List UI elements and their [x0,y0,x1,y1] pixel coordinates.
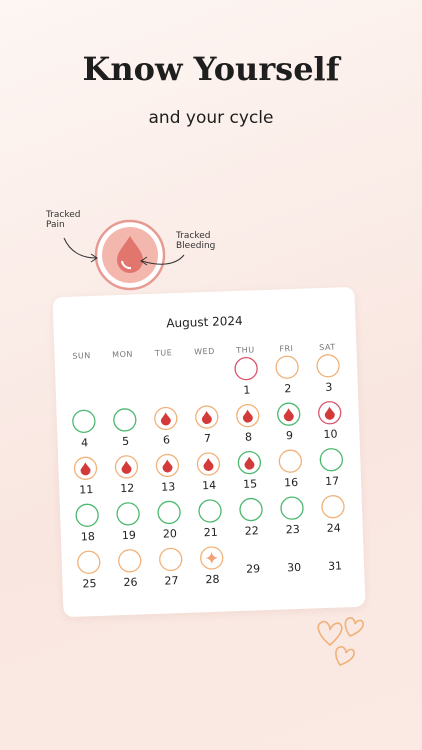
day-ring [196,452,221,476]
bleeding-drop [121,460,132,474]
bleeding-drop [201,411,212,425]
arrowhead [90,253,98,263]
drop-shine [121,260,132,270]
day-ring [114,455,139,479]
weekday: THU [235,345,255,355]
day-number: 31 [328,559,342,572]
day-number: 11 [79,483,93,496]
day-ring [275,355,299,379]
day-ring [239,497,263,522]
day-ring [159,547,183,572]
day-number: 8 [245,430,252,443]
day-ring [116,502,140,526]
day-ring [157,500,181,525]
day-ring [195,405,219,429]
day-number: 16 [284,476,298,489]
day-number: 25 [82,577,96,590]
day-number: 9 [286,429,293,442]
day-ring [73,456,98,480]
legend-pain: Tracked Pain [46,210,81,230]
day-number: 20 [163,527,177,540]
day-ring [319,448,343,472]
day-number: 29 [246,562,260,575]
day-number: 23 [286,523,300,536]
day-number: 17 [325,474,339,487]
day-number: 1 [243,384,250,397]
arrow [141,254,185,265]
bleeding-drop [242,409,253,423]
day-number: 3 [325,381,332,394]
weekday: TUE [154,348,173,358]
pain-spark [205,551,218,564]
day-number: 24 [327,521,341,534]
day-ring [198,499,222,523]
weekday: SUN [72,351,91,361]
day-ring [278,449,303,473]
weekday: FRI [279,344,293,353]
day-number: 2 [284,382,291,395]
weekday: MON [112,350,133,360]
day-ring [77,550,101,574]
bleeding-drop [162,459,173,473]
subtitle: and your cycle [148,108,274,128]
day-number: 13 [161,480,175,493]
day-ring [118,549,142,573]
day-ring [321,495,345,519]
bleeding-drop [203,458,214,471]
day-ring [316,354,340,378]
day-number: 27 [164,574,178,587]
hearts [317,617,364,666]
day-number: 6 [163,433,170,446]
day-ring [318,401,342,425]
day-number: 26 [123,576,137,589]
calendar-card: August 2024 SUN MON TUE WED THU FRI SAT 1 2 3 4 5 6 7… [52,286,366,618]
day-ring [154,406,178,431]
day-ring [113,408,137,432]
day-number: 7 [204,432,211,445]
bleeding-drop [324,406,335,420]
bleeding-drop [80,462,91,476]
day-number: 15 [243,477,257,490]
day-number: 14 [202,479,216,492]
arrowhead [140,256,148,266]
day-ring [277,402,301,426]
month-label: August 2024 [166,314,243,331]
day-number: 12 [120,482,134,495]
day-number: 22 [245,524,259,537]
day-ring [200,546,224,570]
day-ring [280,496,304,520]
day-number: 10 [323,428,337,441]
title: Know Yourself [82,50,340,88]
weekday: SAT [319,343,336,353]
day-ring [234,357,258,381]
day-number: 30 [287,561,301,574]
day-number: 4 [81,436,88,449]
day-number: 19 [122,529,136,542]
day-ring [72,409,96,433]
arrow [63,237,97,259]
weekday: WED [194,347,215,357]
day-number: 28 [205,573,219,586]
bleeding-drop [244,456,255,470]
day-number: 18 [81,530,95,543]
day-ring [236,403,260,428]
day-ring [75,503,99,527]
bleeding-drop [283,408,294,422]
bleeding-drop [160,412,171,426]
day-ring [155,453,180,478]
day-number: 5 [122,435,129,448]
legend-bleeding: Tracked Bleeding [176,231,216,251]
day-ring [237,450,262,475]
day-number: 21 [204,526,218,539]
